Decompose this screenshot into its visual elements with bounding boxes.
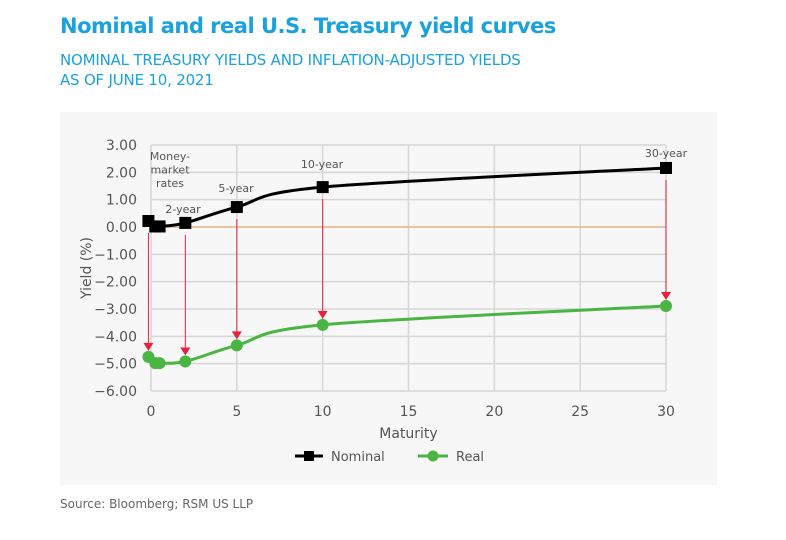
x-axis-label: Maturity bbox=[379, 426, 437, 442]
y-tick-label: −2.00 bbox=[94, 275, 137, 291]
real-point bbox=[179, 355, 192, 368]
arrow-head bbox=[661, 291, 671, 300]
y-tick-label: −3.00 bbox=[94, 302, 137, 318]
series-line-nominal bbox=[147, 166, 667, 229]
y-axis-label: Yield (%) bbox=[79, 237, 95, 300]
real-point bbox=[660, 299, 672, 312]
y-tick-label: 1.00 bbox=[106, 193, 137, 209]
y-tick-label: −4.00 bbox=[94, 329, 137, 345]
annotation-5-year: 5-year bbox=[218, 182, 254, 195]
nominal-point bbox=[153, 220, 166, 233]
legend-real-label: Real bbox=[456, 450, 484, 465]
arrow-head bbox=[180, 347, 191, 356]
x-tick-label: 0 bbox=[147, 404, 156, 420]
arrow-head bbox=[317, 310, 328, 319]
x-tick-label: 5 bbox=[232, 404, 241, 420]
x-tick-label: 25 bbox=[571, 404, 589, 420]
subtitle-line-1: NOMINAL TREASURY YIELDS AND INFLATION-AD… bbox=[60, 51, 521, 69]
nominal-point bbox=[660, 161, 672, 174]
chart-panel bbox=[60, 112, 717, 485]
annotation-money-market: rates bbox=[156, 177, 184, 190]
annotation-30-year: 30-year bbox=[645, 147, 688, 160]
y-tick-label: −1.00 bbox=[94, 247, 137, 263]
subtitle-line-2: AS OF JUNE 10, 2021 bbox=[60, 71, 214, 89]
x-tick-label: 20 bbox=[485, 404, 503, 420]
arrow-head bbox=[231, 331, 242, 340]
annotation-money-market: Money- bbox=[150, 150, 190, 163]
y-tick-label: −5.00 bbox=[94, 357, 137, 373]
nominal-point bbox=[230, 201, 243, 214]
chart-subtitle: NOMINAL TREASURY YIELDS AND INFLATION-AD… bbox=[60, 50, 521, 90]
arrow-head bbox=[143, 342, 154, 351]
nominal-point bbox=[316, 181, 329, 194]
chart-title: Nominal and real U.S. Treasury yield cur… bbox=[60, 14, 556, 38]
legend-real-marker bbox=[427, 450, 439, 462]
series-line-real bbox=[147, 304, 667, 366]
source-note: Source: Bloomberg; RSM US LLP bbox=[60, 497, 254, 511]
x-tick-label: 15 bbox=[400, 404, 418, 420]
x-tick-label: 10 bbox=[314, 404, 332, 420]
real-point bbox=[316, 318, 329, 331]
real-point bbox=[230, 339, 243, 352]
y-tick-label: 3.00 bbox=[106, 138, 137, 154]
x-tick-label: 30 bbox=[657, 404, 675, 420]
real-point bbox=[153, 357, 166, 370]
nominal-point bbox=[179, 216, 192, 229]
annotation-10-year: 10-year bbox=[301, 158, 344, 171]
y-tick-label: −6.00 bbox=[94, 384, 137, 400]
annotation-2-year: 2-year bbox=[165, 203, 201, 216]
legend-nominal-label: Nominal bbox=[331, 450, 385, 465]
y-tick-label: 0.00 bbox=[106, 220, 137, 236]
legend-nominal-marker bbox=[304, 451, 314, 461]
annotation-money-market: market bbox=[150, 164, 190, 177]
y-tick-label: 2.00 bbox=[106, 165, 137, 181]
